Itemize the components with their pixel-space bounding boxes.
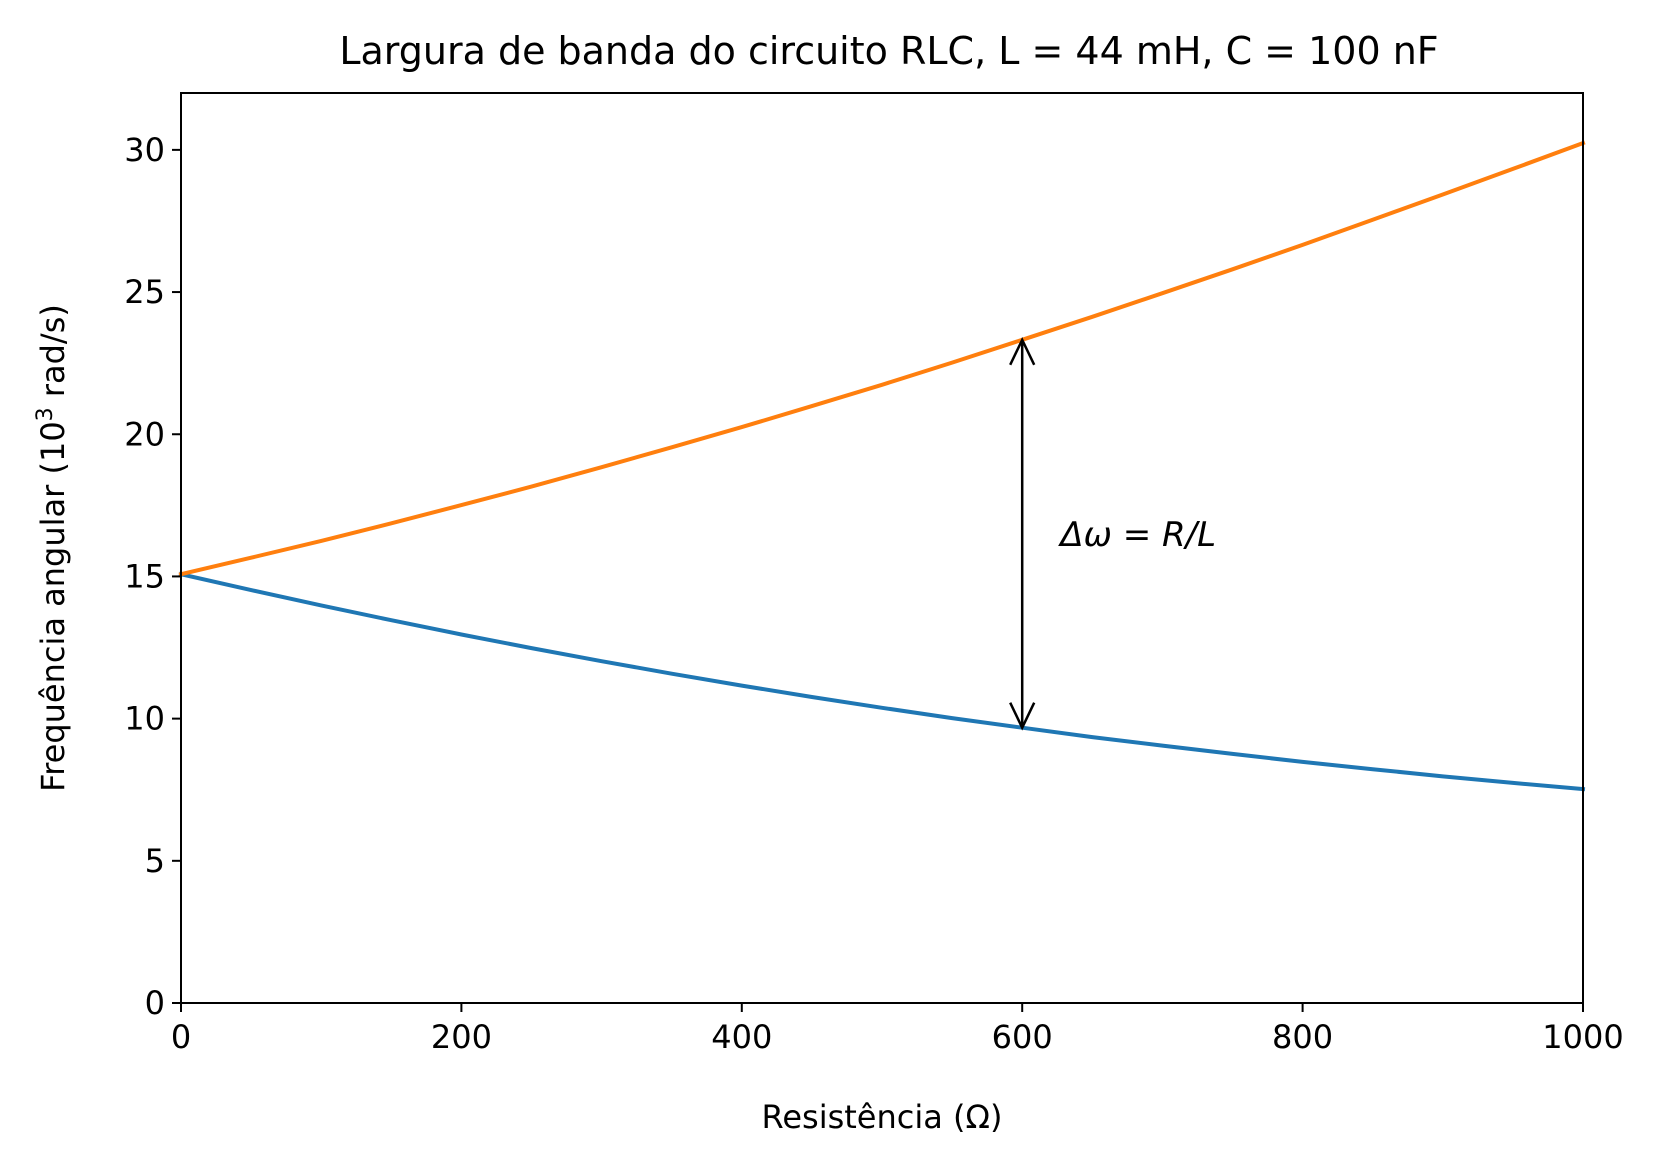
y-tick-label: 0 [145,984,165,1022]
x-axis-label: Resistência (Ω) [762,1098,1003,1136]
y-tick-label: 10 [124,700,165,738]
series-line-2 [178,140,1586,577]
y-tick-label: 25 [124,273,165,311]
annotation-arrow-head-top [1009,336,1036,366]
x-axis-ticks: 0 200 400 600 800 1000 [171,1003,1624,1056]
x-tick-label: 400 [711,1018,772,1056]
y-axis-label: Frequência angular (103 rad/s) [33,304,72,792]
x-tick-label: 1000 [1542,1018,1623,1056]
y-axis-label-tail: rad/s) [34,304,72,407]
y-axis-label-main: Frequência angular (10 [34,421,72,792]
y-tick-label: 20 [124,415,165,453]
annotation-label: Δω = R/L [1057,515,1216,555]
y-tick-label: 5 [145,842,165,880]
chart-title: Largura de banda do circuito RLC, L = 44… [339,29,1438,73]
x-tick-label: 600 [992,1018,1053,1056]
y-axis-label-exponent: 3 [33,407,58,421]
y-axis-ticks: 0 5 10 15 20 25 30 [124,131,181,1022]
annotation: Δω = R/L [1009,336,1216,731]
plot-lines [178,140,1586,792]
annotation-arrow-head-bottom [1009,702,1036,731]
x-tick-label: 0 [171,1018,191,1056]
series-line-1 [178,571,1586,792]
y-tick-label: 15 [124,557,165,595]
x-tick-label: 200 [431,1018,492,1056]
x-tick-label: 800 [1272,1018,1333,1056]
plot-frame [180,92,1584,1004]
y-tick-label: 30 [124,131,165,169]
